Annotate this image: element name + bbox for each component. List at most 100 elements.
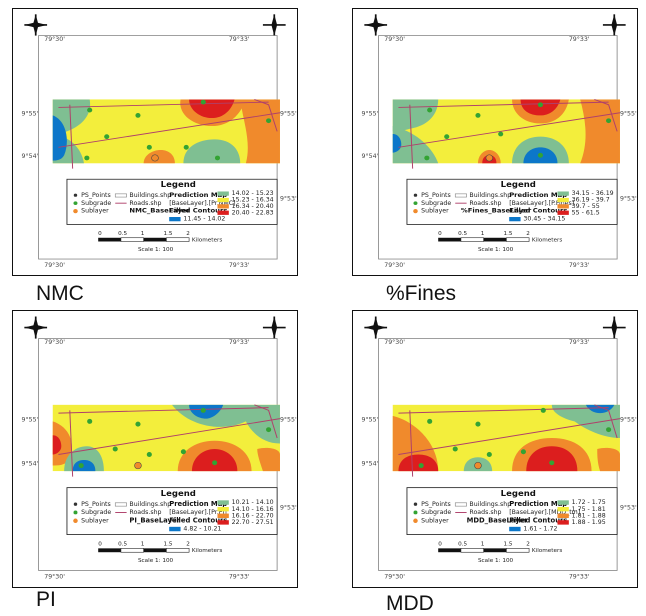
legend-filled: Filled Contours: [169, 207, 227, 215]
legend-box: Legend PS_Points Subgrade Sublayer Build…: [66, 487, 278, 535]
svg-text:Kilometers: Kilometers: [192, 238, 223, 244]
north-arrow-icon: [364, 316, 388, 339]
svg-text:79°30': 79°30': [384, 261, 405, 269]
svg-text:0.5: 0.5: [118, 542, 127, 548]
legend-prediction-sub: [BaseLayer].[MDD_tm]: [509, 509, 580, 516]
legend-prediction: Prediction Map: [509, 191, 567, 199]
north-arrow-icon: [364, 14, 388, 36]
legend-filled: Filled Contours: [509, 517, 567, 525]
svg-text:79°30': 79°30': [44, 338, 65, 346]
legend-prediction: Prediction Map: [169, 191, 227, 199]
svg-text:0: 0: [98, 542, 102, 548]
svg-text:2: 2: [186, 231, 190, 237]
contour-map-fines: [392, 99, 620, 164]
svg-text:79°33': 79°33': [569, 573, 590, 581]
grid-ticks: 79°30' 79°33' 9°55' 9°54' 9°55' 9°53' 79…: [362, 35, 637, 269]
contour-map-mdd: [392, 404, 620, 472]
svg-text:9°53': 9°53': [280, 195, 297, 203]
svg-text:0: 0: [98, 231, 102, 237]
legend-sublayer: Sublayer: [81, 517, 109, 524]
svg-text:Scale 1: 100: Scale 1: 100: [478, 247, 514, 253]
legend-base-layer: NMC_BaseLayer: [129, 207, 190, 215]
trace-lines: [58, 404, 281, 477]
caption-mdd: MDD: [386, 592, 434, 615]
svg-text:9°53': 9°53': [620, 504, 637, 512]
svg-text:0: 0: [438, 542, 442, 548]
svg-text:0: 0: [438, 231, 442, 237]
legend-prediction: Prediction Map: [509, 500, 567, 508]
legend-range-1: 30.45 - 34.15: [523, 216, 565, 223]
legend-range-5: 20.40 - 22.83: [232, 210, 274, 217]
contour-map-nmc: [52, 99, 280, 164]
svg-text:0.5: 0.5: [118, 231, 128, 237]
trace-lines: [58, 99, 281, 169]
legend-range-2: 34.15 - 36.19: [572, 190, 614, 197]
svg-text:9°55': 9°55': [620, 110, 637, 118]
svg-text:79°30': 79°30': [44, 261, 65, 269]
legend-range-2: 1.72 - 1.75: [572, 499, 606, 506]
north-arrow-icon-right: [602, 14, 626, 36]
legend-prediction: Prediction Map: [169, 500, 227, 508]
north-arrow-icon: [24, 316, 48, 339]
svg-text:0.5: 0.5: [458, 231, 468, 237]
legend-roads: Roads.shp: [129, 200, 161, 207]
legend-range-1: 11.45 - 14.02: [183, 216, 225, 223]
contour-map-pi: [52, 404, 280, 472]
svg-text:79°30': 79°30': [384, 573, 405, 581]
svg-text:9°53': 9°53': [620, 195, 637, 203]
svg-text:79°33': 79°33': [569, 261, 590, 269]
svg-text:9°55': 9°55': [22, 110, 39, 118]
legend-title: Legend: [161, 488, 196, 498]
map-panel-pi: 79°30' 79°33' 9°55' 9°54' 9°55' 9°53' 79…: [12, 310, 298, 588]
legend-range-4: 1.81 - 1.88: [572, 513, 606, 520]
svg-text:0.5: 0.5: [458, 542, 467, 548]
legend-range-4: 16.16 - 22.70: [232, 513, 274, 520]
map-figure-fines: 79°30' 79°33' 9°55' 9°54' 9°55' 9°53' 79…: [362, 14, 637, 269]
svg-text:9°54': 9°54': [362, 152, 379, 160]
svg-text:79°33': 79°33': [569, 338, 590, 346]
map-panel-nmc: 79°30' 79°33' 9°55' 9°54' 9°55' 9°53' 79…: [12, 8, 298, 276]
legend-subgrade: Subgrade: [421, 509, 451, 516]
legend-range-3: 14.10 - 16.16: [232, 506, 274, 513]
legend-title: Legend: [501, 488, 536, 498]
legend-sublayer: Sublayer: [81, 208, 109, 215]
svg-text:79°33': 79°33': [229, 261, 250, 269]
legend-range-4: 16.34 - 20.40: [232, 203, 274, 210]
legend-roads: Roads.shp: [469, 200, 501, 207]
legend-prediction-sub: [BaseLayer].[Pr.PI]: [169, 509, 227, 516]
legend-buildings: Buildings.shp: [469, 192, 511, 199]
svg-text:9°53': 9°53': [280, 504, 297, 512]
legend-range-2: 10.21 - 14.10: [232, 499, 274, 506]
svg-text:Kilometers: Kilometers: [532, 238, 563, 244]
legend-sublayer: Sublayer: [421, 208, 449, 215]
legend-points: PS_Points: [421, 192, 451, 199]
legend-title: Legend: [161, 179, 196, 189]
legend-points: PS_Points: [81, 501, 111, 508]
trace-lines: [398, 404, 621, 477]
scale-bar: 0 0.5 1 1.5 2 Kilometers Scale 1: 100: [438, 231, 562, 253]
scale-bar: 0 0.5 1 1.5 2 Kilometers Scale 1: 100: [98, 542, 222, 564]
legend-range-5: 22.70 - 27.51: [232, 519, 274, 526]
legend-subgrade: Subgrade: [81, 200, 111, 207]
scale-bar: 0 0.5 1 1.5 2 Kilometers Scale 1: 100: [98, 231, 222, 253]
svg-text:1.5: 1.5: [164, 231, 174, 237]
map-figure-pi: 79°30' 79°33' 9°55' 9°54' 9°55' 9°53' 79…: [22, 316, 297, 581]
svg-text:79°30': 79°30': [384, 35, 405, 43]
legend-buildings: Buildings.shp: [469, 501, 511, 508]
svg-text:1: 1: [141, 542, 145, 548]
north-arrow-icon-right: [602, 316, 626, 339]
svg-text:1.5: 1.5: [164, 542, 173, 548]
svg-text:2: 2: [526, 542, 530, 548]
map-panel-mdd: 79°30' 79°33' 9°55' 9°54' 9°55' 9°53' 79…: [352, 310, 638, 588]
svg-text:9°54': 9°54': [22, 460, 39, 468]
svg-text:Kilometers: Kilometers: [192, 548, 222, 554]
legend-subgrade: Subgrade: [81, 509, 111, 516]
svg-text:Kilometers: Kilometers: [532, 548, 562, 554]
legend-points: PS_Points: [421, 501, 451, 508]
legend-buildings: Buildings.shp: [129, 192, 171, 199]
caption-nmc: NMC: [36, 282, 84, 305]
north-arrow-icon-right: [262, 316, 286, 339]
legend-base-layer: PI_BaseLayer: [129, 517, 180, 525]
svg-text:2: 2: [186, 542, 190, 548]
legend-range-3: 15.23 - 16.34: [232, 197, 274, 204]
